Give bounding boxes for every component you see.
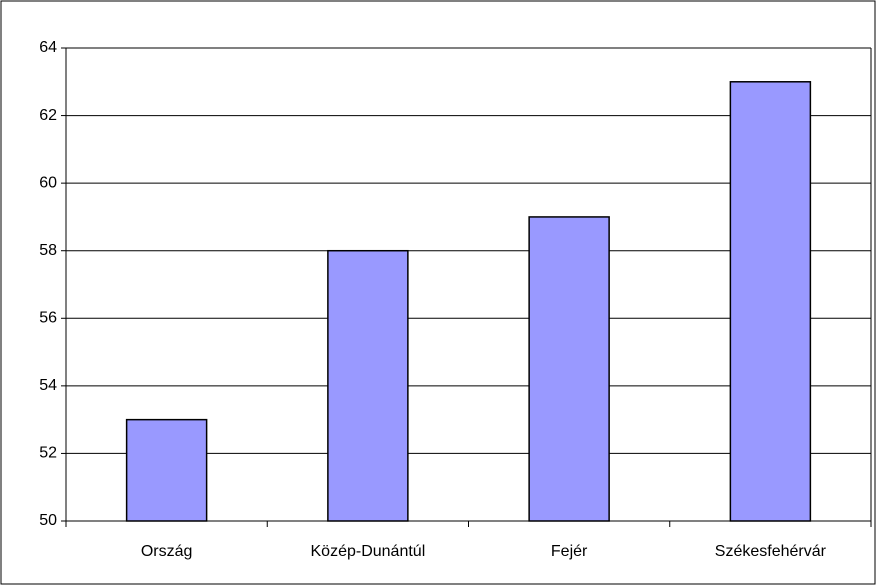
y-tick-label: 58	[39, 242, 57, 259]
x-tick-label: Fejér	[551, 543, 588, 560]
y-tick-label: 54	[39, 377, 57, 394]
bar	[729, 81, 812, 522]
y-tick-label: 56	[39, 310, 57, 327]
y-tick-label: 52	[39, 445, 57, 462]
y-tick-label: 62	[39, 107, 57, 124]
bar	[125, 418, 208, 522]
x-tick-label: Székesfehérvár	[715, 543, 827, 560]
y-tick-label: 50	[39, 512, 57, 529]
x-tick-label: Közép-Dunántúl	[311, 543, 426, 560]
y-tick-label: 60	[39, 174, 57, 191]
y-tick-label: 64	[39, 39, 57, 56]
x-tick-label: Ország	[141, 543, 193, 560]
bar	[528, 216, 610, 522]
bar	[327, 249, 409, 522]
